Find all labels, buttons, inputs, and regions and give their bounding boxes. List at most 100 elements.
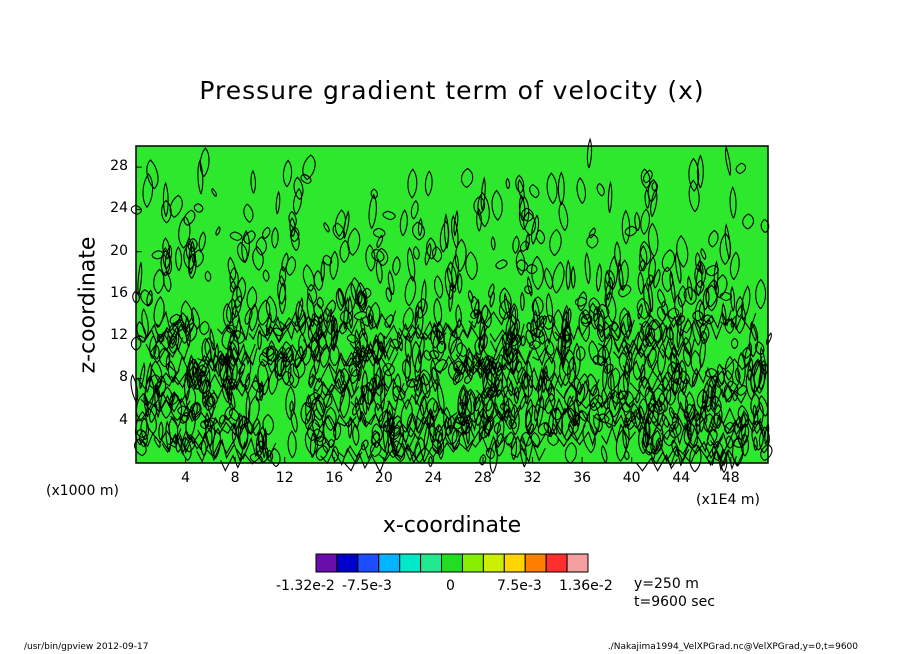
contour-line bbox=[575, 345, 586, 362]
contour-line bbox=[572, 342, 581, 378]
contour-line bbox=[465, 251, 478, 281]
contour-line bbox=[604, 276, 614, 309]
contour-line bbox=[390, 427, 401, 437]
contour-line bbox=[212, 427, 222, 459]
contour-line bbox=[545, 292, 554, 324]
contour-line bbox=[187, 237, 198, 253]
contour-line bbox=[359, 310, 397, 331]
contour-line bbox=[574, 296, 588, 307]
contour-line bbox=[417, 217, 423, 237]
colorbar-swatch bbox=[336, 553, 359, 573]
contour-line bbox=[292, 187, 303, 215]
contour-line bbox=[523, 211, 536, 236]
contour-line bbox=[360, 316, 366, 337]
contour-line bbox=[370, 431, 381, 446]
contour-line bbox=[661, 249, 676, 273]
contour-line bbox=[732, 390, 738, 402]
contour-line bbox=[687, 275, 693, 301]
contour-line bbox=[265, 316, 306, 337]
contour-line bbox=[724, 145, 732, 176]
contour-line bbox=[212, 382, 248, 401]
contour-line bbox=[449, 282, 457, 293]
contour-line bbox=[646, 274, 654, 287]
contour-line bbox=[161, 432, 207, 455]
contour-line bbox=[192, 358, 199, 388]
contour-line bbox=[639, 240, 652, 266]
contour-line bbox=[239, 423, 249, 450]
contour-line bbox=[557, 427, 598, 448]
contour-line bbox=[543, 421, 552, 435]
contour-line bbox=[685, 391, 696, 423]
contour-line bbox=[135, 392, 149, 421]
contour-line bbox=[161, 199, 172, 224]
contour-line bbox=[158, 421, 164, 441]
contour-line bbox=[375, 258, 383, 284]
contour-line bbox=[520, 291, 525, 311]
contour-line bbox=[162, 246, 172, 275]
contour-line bbox=[221, 326, 235, 350]
colorbar-swatch bbox=[378, 553, 401, 573]
contour-line bbox=[532, 297, 541, 331]
contour-line bbox=[250, 169, 256, 194]
contour-line bbox=[558, 201, 569, 232]
contour-line bbox=[684, 430, 724, 453]
contour-line bbox=[153, 268, 165, 295]
footer-left: /usr/bin/gpview 2012-09-17 bbox=[24, 642, 149, 652]
contour-line bbox=[411, 340, 422, 374]
contour-line bbox=[152, 397, 191, 413]
contour-line bbox=[165, 420, 172, 453]
contour-line bbox=[521, 367, 561, 391]
contour-line bbox=[190, 306, 201, 330]
contour-line bbox=[285, 385, 296, 420]
contour-line bbox=[343, 296, 350, 330]
contour-line bbox=[433, 415, 473, 436]
contour-line bbox=[293, 176, 304, 200]
contour-line bbox=[503, 292, 511, 320]
contour-line bbox=[218, 414, 226, 425]
contour-line bbox=[398, 318, 443, 340]
contour-line bbox=[181, 436, 192, 461]
contour-line bbox=[678, 440, 720, 460]
contour-line bbox=[607, 367, 621, 392]
contour-line bbox=[297, 296, 304, 321]
contour-line bbox=[429, 409, 435, 443]
contour-line bbox=[431, 430, 474, 452]
contour-line bbox=[188, 252, 197, 279]
contour-line bbox=[730, 337, 739, 350]
contour-line bbox=[432, 246, 443, 263]
contour-line bbox=[557, 171, 565, 206]
contour-line bbox=[524, 284, 533, 295]
contour-line bbox=[362, 287, 372, 299]
x-tick-label: 12 bbox=[275, 470, 294, 486]
contour-line bbox=[455, 355, 495, 375]
contour-line bbox=[624, 410, 637, 430]
colorbar-label: 0 bbox=[446, 578, 455, 594]
contour-line bbox=[262, 413, 274, 436]
contour-line bbox=[241, 229, 250, 264]
contour-line bbox=[354, 351, 399, 372]
contour-line bbox=[650, 188, 658, 217]
contour-line bbox=[468, 310, 507, 329]
contour-line bbox=[745, 368, 756, 400]
contour-line bbox=[751, 420, 764, 451]
y-tick-label: 24 bbox=[110, 200, 128, 217]
contour-line bbox=[510, 302, 519, 326]
contour-line bbox=[255, 383, 264, 402]
contour-line bbox=[543, 374, 553, 395]
contour-line bbox=[432, 329, 446, 362]
contour-line bbox=[328, 351, 365, 375]
y-axis-ticks bbox=[136, 166, 142, 422]
contour-line bbox=[530, 214, 540, 245]
contour-line bbox=[455, 359, 495, 376]
contour-line bbox=[347, 415, 353, 439]
contour-line bbox=[412, 221, 426, 241]
contour-line bbox=[675, 250, 682, 284]
contour-line bbox=[720, 355, 763, 378]
contour-line bbox=[209, 327, 215, 351]
contour-line bbox=[729, 185, 737, 219]
contour-line bbox=[515, 174, 525, 194]
contour-line bbox=[227, 256, 237, 281]
contour-line bbox=[346, 333, 358, 344]
contour-line bbox=[684, 413, 713, 434]
contour-line bbox=[302, 331, 336, 352]
